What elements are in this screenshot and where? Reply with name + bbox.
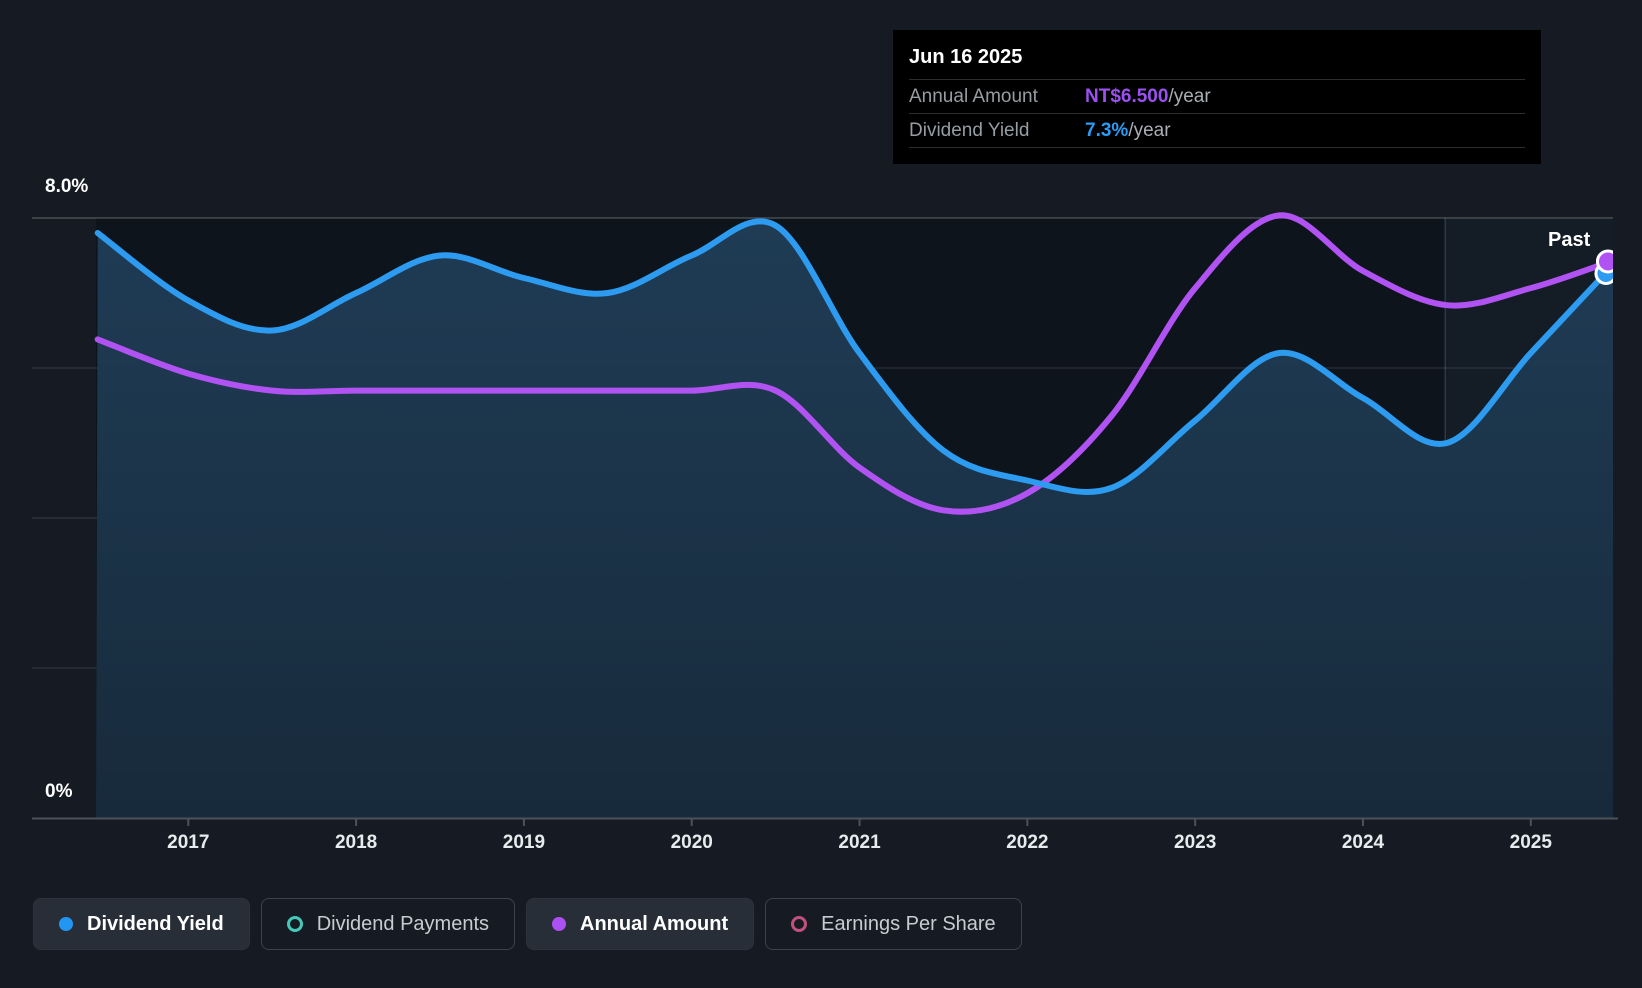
x-axis-year-label: 2021 xyxy=(838,832,881,853)
tooltip-row-value: 7.3% xyxy=(1085,119,1129,141)
tooltip-row: Annual Amount NT$6.500/year xyxy=(909,79,1525,113)
x-axis-year-label: 2025 xyxy=(1509,832,1552,853)
legend-button-label: Dividend Payments xyxy=(316,912,490,935)
tooltip-row-suffix: /year xyxy=(1168,85,1211,107)
tooltip-row-suffix: /year xyxy=(1128,119,1171,141)
x-axis-year-label: 2017 xyxy=(167,832,210,853)
dividend-yield-area-fill xyxy=(96,221,1613,818)
tooltip-row-label: Annual Amount xyxy=(909,85,1038,107)
x-axis-year-label: 2024 xyxy=(1341,832,1385,853)
x-axis-year-label: 2020 xyxy=(670,832,713,853)
legend-button-earnings-per-share[interactable]: Earnings Per Share xyxy=(765,898,1022,950)
x-axis-year-label: 2023 xyxy=(1174,832,1217,853)
earnings-per-share-marker-icon xyxy=(791,916,808,932)
chart-tooltip: Jun 16 2025 Annual Amount NT$6.500/year Di… xyxy=(893,30,1541,164)
legend-button-dividend-yield[interactable]: Dividend Yield xyxy=(33,898,250,950)
x-axis-year-label: 2019 xyxy=(502,832,546,853)
legend-button-dividend-payments[interactable]: Dividend Payments xyxy=(260,898,516,950)
dividend-yield-line xyxy=(94,218,1611,495)
tooltip-row-value: NT$6.500 xyxy=(1085,85,1169,107)
dividend-yield-marker-icon xyxy=(59,917,73,931)
past-region-label: Past xyxy=(1548,229,1591,251)
chart-legend: Dividend Yield Dividend Payments Annual Am… xyxy=(33,898,1022,950)
tooltip-date: Jun 16 2025 xyxy=(909,46,1023,68)
y-axis-label-max: 8.0% xyxy=(45,176,89,197)
x-axis-year-label: 2022 xyxy=(1006,832,1049,853)
tooltip-rows: Annual Amount NT$6.500/year Dividend Yield… xyxy=(909,79,1525,148)
plot-right-mask xyxy=(1613,190,1642,860)
chart-plot-area[interactable] xyxy=(0,0,1642,860)
annual-amount-marker-icon xyxy=(552,917,567,931)
legend-button-label: Earnings Per Share xyxy=(821,912,996,935)
y-axis-label-min: 0% xyxy=(45,781,73,802)
x-axis-year-label: 2018 xyxy=(334,832,378,853)
tooltip-row-label: Dividend Yield xyxy=(909,119,1030,141)
legend-button-annual-amount[interactable]: Annual Amount xyxy=(526,898,755,950)
tooltip-row: Dividend Yield 7.3%/year xyxy=(909,113,1525,148)
legend-button-label: Dividend Yield xyxy=(87,912,224,935)
legend-button-label: Annual Amount xyxy=(580,912,729,935)
dividend-payments-marker-icon xyxy=(286,916,303,932)
annual-amount-line xyxy=(94,212,1611,515)
